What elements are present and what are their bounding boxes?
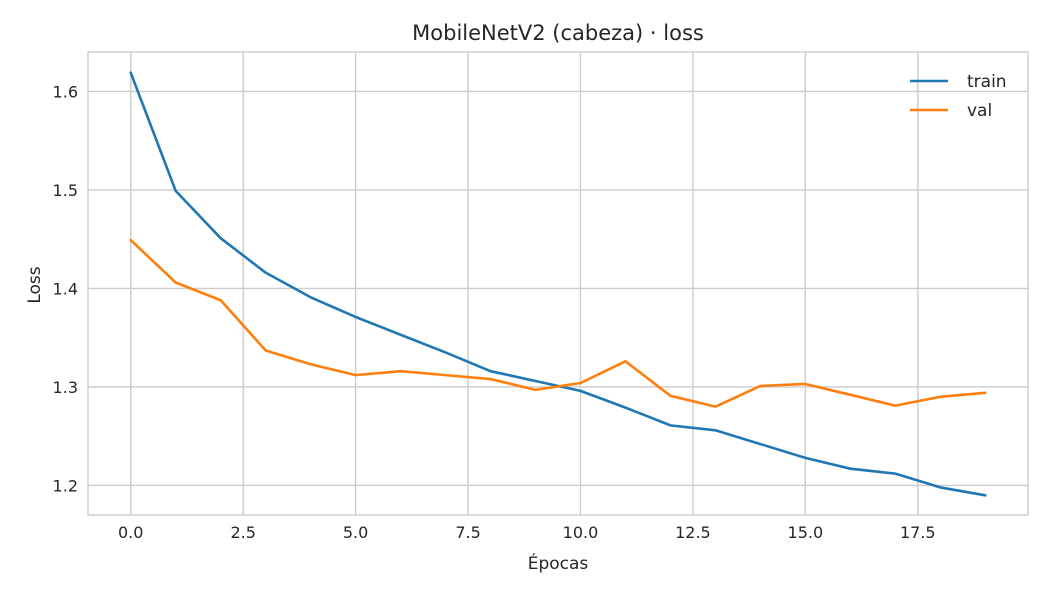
- x-tick-label: 5.0: [343, 523, 368, 542]
- series-group: [129, 71, 987, 497]
- series-line-train: [129, 71, 987, 497]
- series-line-val: [129, 238, 987, 408]
- x-tick-label: 15.0: [788, 523, 824, 542]
- legend-label-val: val: [967, 101, 992, 121]
- x-tick-label: 10.0: [563, 523, 599, 542]
- grid: [88, 52, 1028, 515]
- y-tick-label: 1.2: [53, 476, 78, 495]
- x-tick-label: 7.5: [455, 523, 480, 542]
- x-tick-label: 0.0: [118, 523, 143, 542]
- y-tick-label: 1.4: [53, 279, 78, 298]
- y-tick-label: 1.6: [53, 82, 78, 101]
- y-tick-label: 1.5: [53, 181, 78, 200]
- legend: train val: [910, 72, 1007, 121]
- y-tick-label: 1.3: [53, 378, 78, 397]
- chart-title: MobileNetV2 (cabeza) · loss: [412, 21, 704, 45]
- y-axis-ticks: 1.2 1.3 1.4 1.5 1.6: [53, 82, 78, 495]
- x-tick-label: 17.5: [900, 523, 936, 542]
- plot-frame: [87, 51, 1029, 516]
- x-axis-label: Épocas: [528, 552, 589, 574]
- x-axis-ticks: 0.0 2.5 5.0 7.5 10.0 12.5 15.0 17.5: [118, 523, 936, 542]
- y-axis-label: Loss: [25, 266, 45, 303]
- legend-label-train: train: [967, 72, 1007, 92]
- x-tick-label: 12.5: [675, 523, 711, 542]
- x-tick-label: 2.5: [230, 523, 255, 542]
